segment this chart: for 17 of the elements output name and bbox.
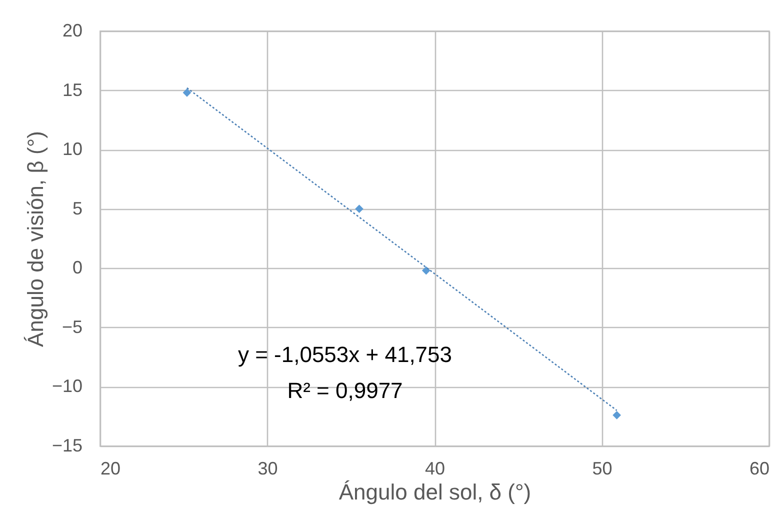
y-tick-label: −5: [62, 316, 82, 337]
y-tick-label: 20: [62, 20, 82, 40]
x-tick-label: 20: [100, 458, 121, 478]
y-tick-label: 10: [62, 139, 82, 160]
y-tick-label: −15: [52, 436, 82, 456]
x-tick-label: 30: [258, 458, 278, 478]
annotation: R² = 0,9977: [287, 378, 403, 403]
y-tick-label: 15: [62, 80, 82, 100]
y-tick-label: 0: [72, 258, 82, 278]
y-axis-title: Ángulo de visión, β (°): [22, 131, 48, 347]
y-tick-label: 5: [72, 198, 82, 218]
annotation: y = -1,0553x + 41,753: [238, 342, 452, 367]
x-tick-label: 40: [424, 458, 446, 478]
x-tick-label: 60: [749, 458, 770, 478]
x-axis-title: Ángulo del sol, δ (°): [338, 480, 532, 504]
y-tick-label: −10: [52, 376, 82, 396]
x-tick-label: 50: [592, 458, 612, 478]
